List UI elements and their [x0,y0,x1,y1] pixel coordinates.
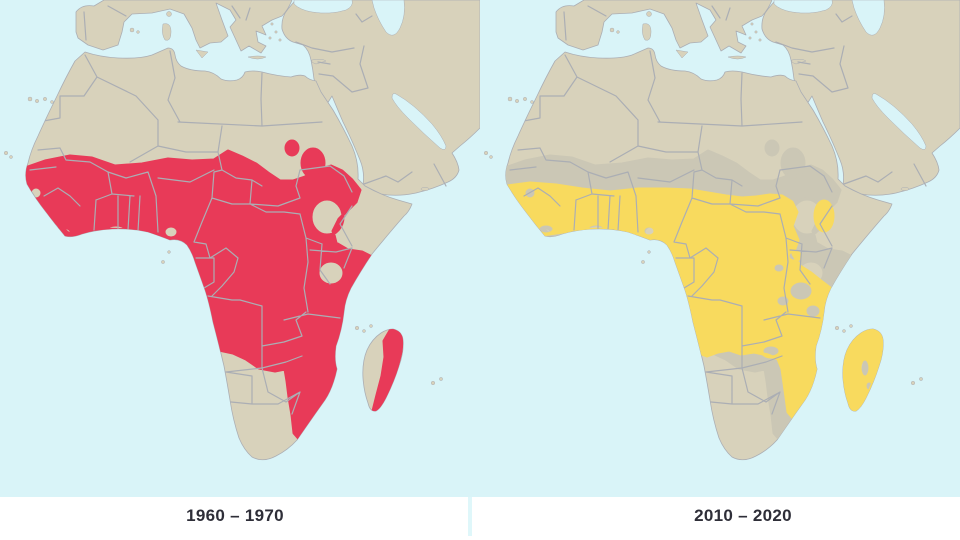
panel-divider [468,497,472,536]
left-map-caption: 1960 – 1970 [186,506,284,525]
range-maps-svg [0,0,960,497]
map-panel-2010-2020 [480,0,960,497]
caption-bar: 1960 – 1970 2010 – 2020 [0,497,960,540]
map-panel-1960-1970 [0,0,480,497]
right-map-caption: 2010 – 2020 [694,506,792,525]
